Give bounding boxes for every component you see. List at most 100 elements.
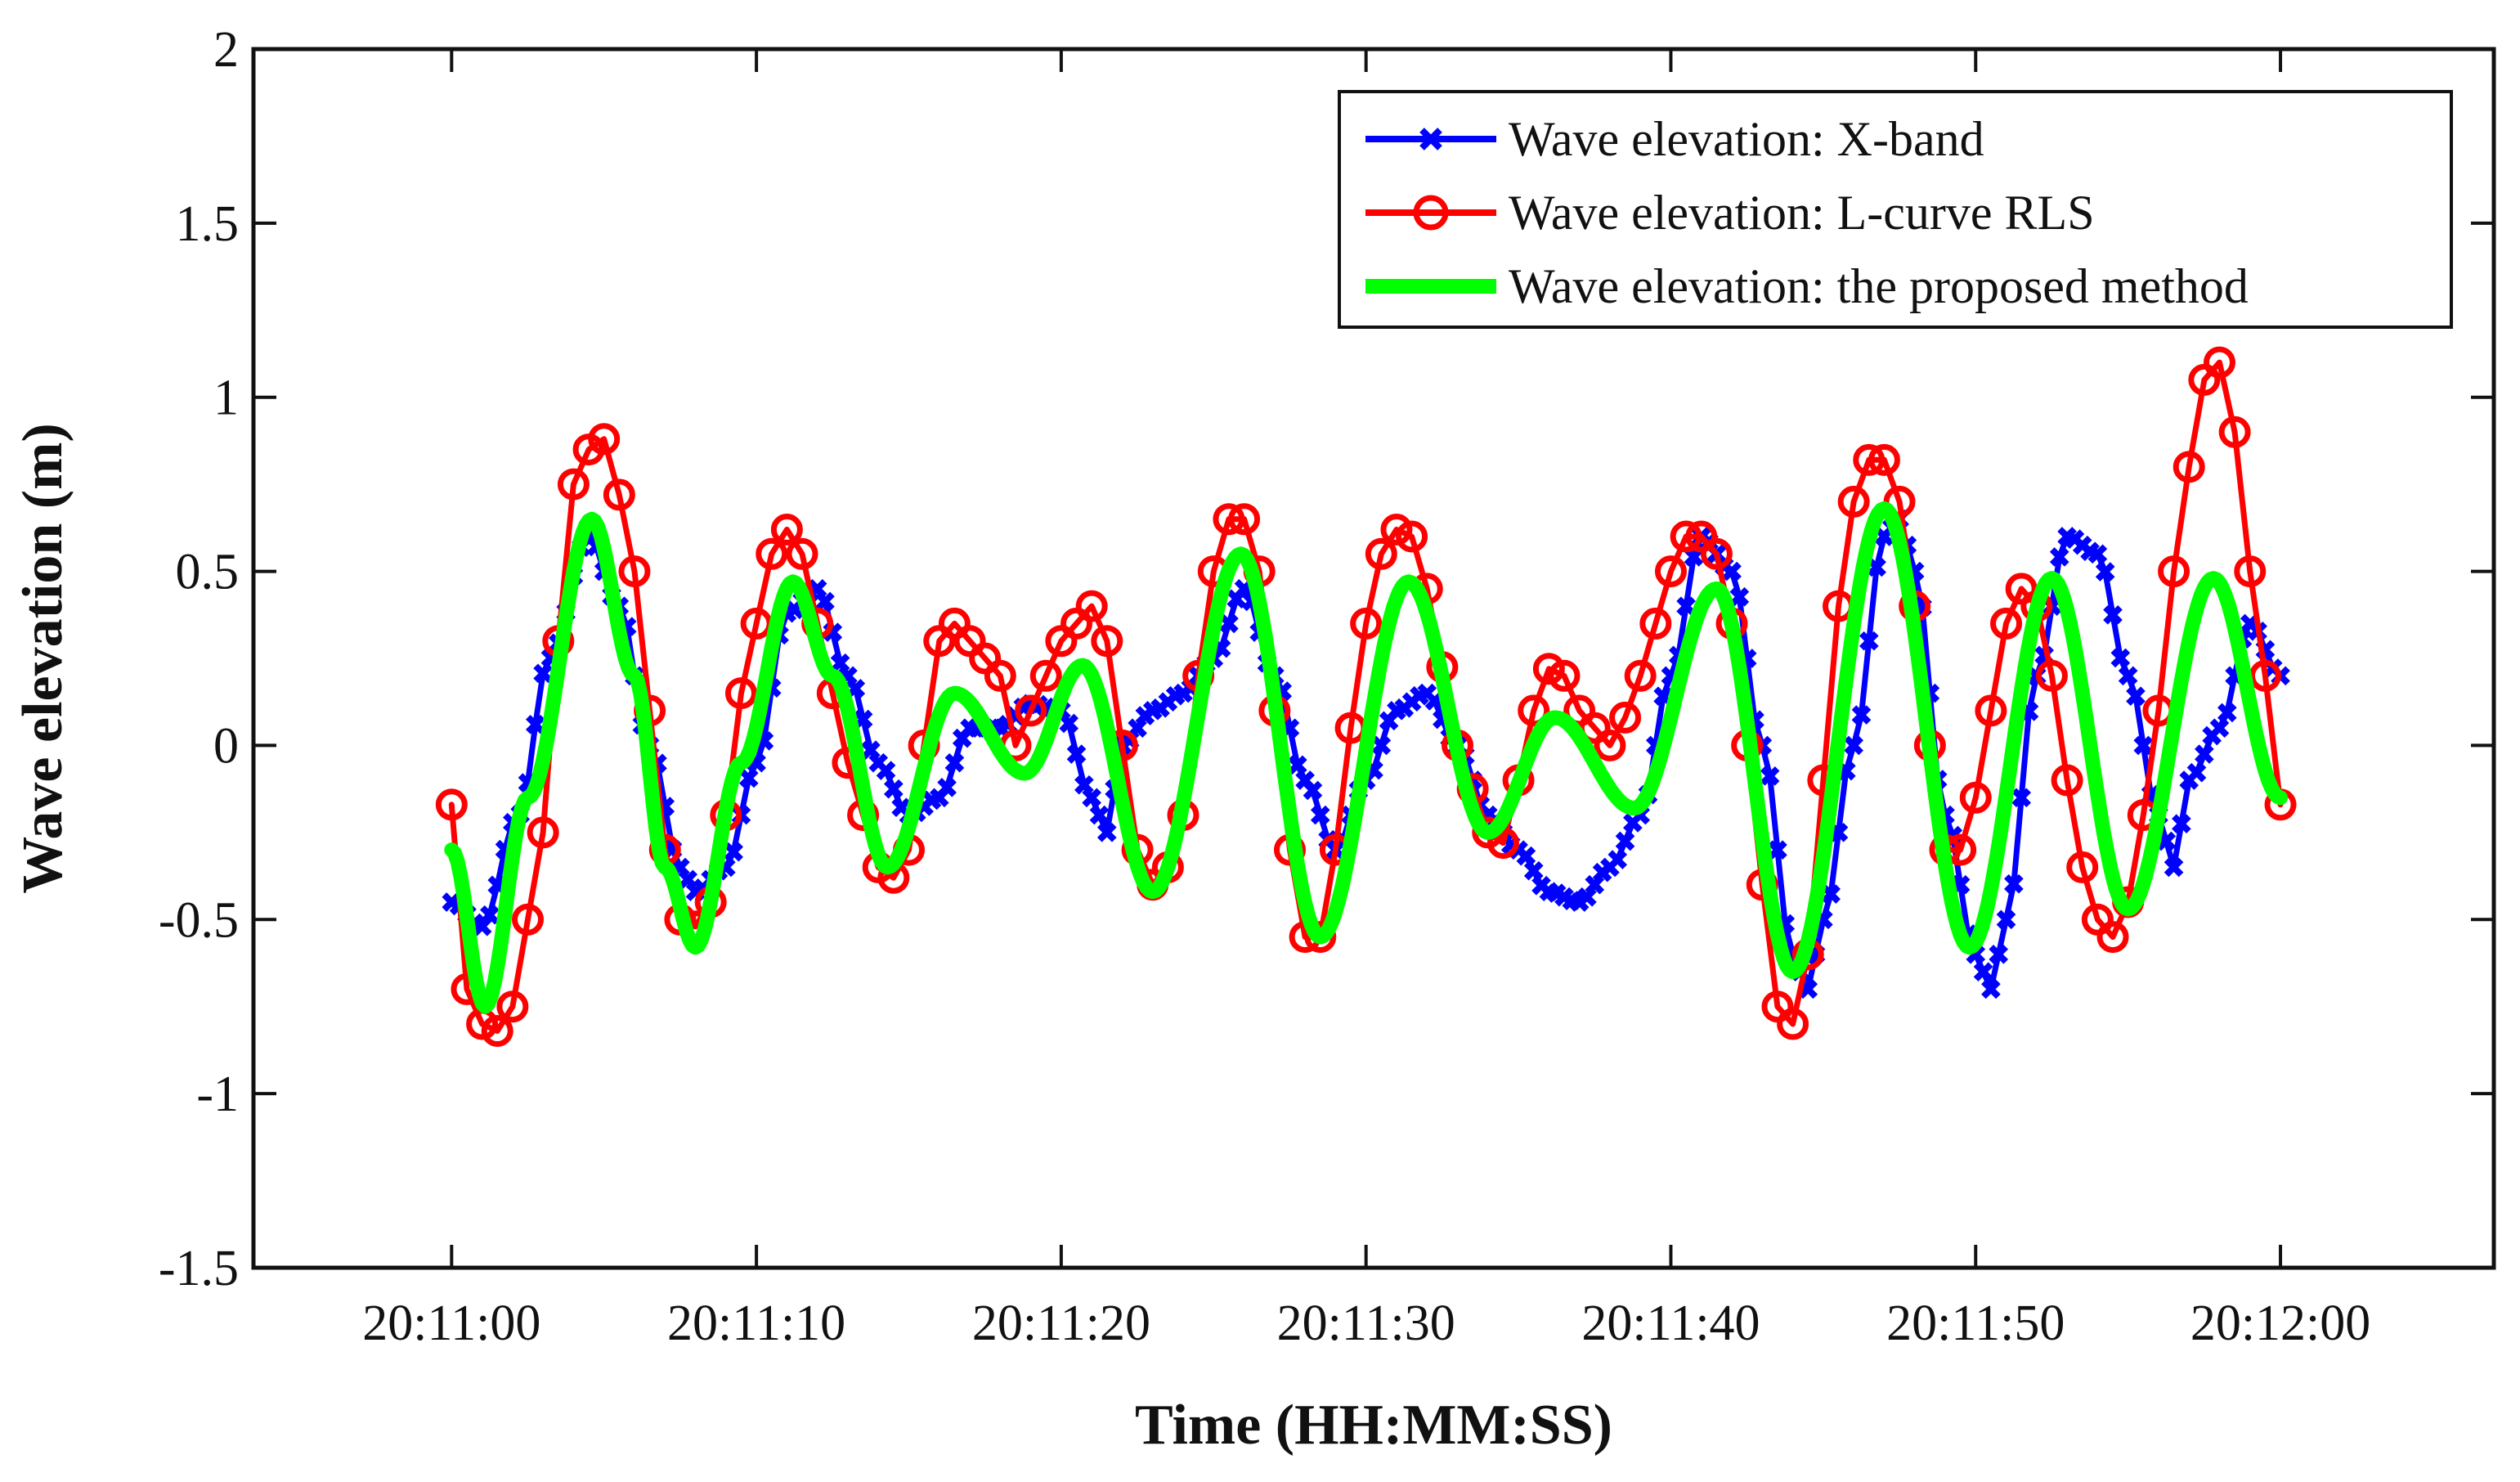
l-curve-rls-marker — [1091, 625, 1123, 658]
x-band-marker — [1066, 744, 1087, 764]
l-curve-rls-marker — [1868, 443, 1900, 476]
x-band-marker — [2126, 686, 2146, 707]
x-band-marker — [861, 740, 881, 760]
x-band-marker — [2011, 788, 2032, 808]
x-band-marker — [2217, 703, 2237, 723]
l-curve-rls-marker — [1670, 520, 1702, 553]
x-band-marker — [724, 842, 743, 862]
x-band-marker — [2049, 547, 2069, 567]
x-tick-label: 20:11:00 — [362, 1296, 540, 1351]
x-tick-label: 20:11:20 — [972, 1296, 1150, 1351]
l-curve-rls-marker — [2172, 451, 2205, 483]
y-tick-label: 1.5 — [176, 196, 240, 252]
x-band-marker — [1973, 962, 1993, 981]
x-tick-label: 20:11:10 — [667, 1296, 845, 1351]
x-band-marker — [1310, 805, 1330, 825]
x-tick-label: 20:12:00 — [2190, 1296, 2370, 1351]
y-axis-title: Wave elevation (m) — [11, 423, 74, 893]
legend-label: Wave elevation: X-band — [1509, 112, 1984, 166]
l-curve-rls-marker — [1518, 694, 1550, 727]
l-curve-rls-marker — [984, 659, 1016, 692]
l-curve-rls-series-line — [448, 359, 2284, 1034]
l-curve-rls-marker — [1213, 503, 1245, 536]
legend-label: Wave elevation: L-curve RLS — [1509, 186, 2095, 240]
l-curve-rls-marker — [557, 468, 590, 501]
l-curve-rls-marker — [527, 816, 559, 849]
series-layer — [435, 346, 2297, 1048]
y-tick-label: 0 — [213, 718, 239, 774]
x-band-marker — [533, 663, 553, 684]
x-band-marker — [738, 768, 759, 788]
x-band-marker — [1585, 874, 1605, 895]
x-band-marker — [944, 752, 965, 773]
x-tick-label: 20:11:40 — [1581, 1296, 1760, 1351]
x-axis-title: Time (HH:MM:SS) — [1135, 1394, 1612, 1457]
l-curve-rls-marker — [1639, 607, 1672, 640]
x-band-marker — [1516, 846, 1536, 866]
l-curve-rls-marker — [1350, 607, 1383, 640]
l-curve-rls-marker — [1700, 537, 1733, 570]
x-band-marker — [2118, 666, 2138, 686]
l-curve-rls-marker — [1990, 607, 2023, 640]
l-curve-rls-marker — [786, 537, 818, 570]
x-band-marker — [2209, 718, 2230, 738]
l-curve-rls-marker — [1365, 537, 1397, 570]
y-tick-label: 1 — [213, 370, 239, 426]
l-curve-rls-marker — [2096, 921, 2129, 954]
l-curve-rls-marker — [1624, 659, 1657, 692]
legend-entries: Wave elevation: X-band Wave elevation: L-… — [1365, 112, 2249, 313]
x-band-marker — [884, 779, 904, 799]
x-band-marker — [2195, 744, 2214, 764]
l-curve-rls-marker — [1853, 443, 1886, 476]
l-curve-rls-marker — [1777, 1008, 1809, 1040]
l-curve-rls-marker — [1594, 729, 1626, 761]
l-curve-rls-marker — [1228, 503, 1261, 536]
l-curve-rls-marker — [2035, 659, 2068, 692]
l-curve-rls-marker — [618, 555, 651, 588]
x-band-marker — [1821, 884, 1841, 904]
x-band-marker — [1722, 561, 1742, 582]
l-curve-rls-marker — [1837, 485, 1870, 518]
l-curve-rls-marker — [1959, 781, 1992, 814]
x-band-marker — [2095, 562, 2115, 582]
l-curve-rls-marker — [2051, 764, 2083, 797]
x-band-marker — [2087, 544, 2108, 564]
l-curve-rls-marker — [756, 537, 788, 570]
legend: Wave elevation: X-band Wave elevation: L-… — [1338, 90, 2453, 329]
y-tick-label: -0.5 — [159, 892, 239, 948]
l-curve-rls-marker — [1532, 653, 1565, 685]
x-band-marker — [480, 905, 500, 925]
x-band-marker — [876, 761, 896, 780]
l-curve-rls-marker — [603, 478, 635, 511]
x-band-marker — [830, 653, 850, 673]
x-band-marker — [1219, 613, 1239, 634]
legend-entry: Wave elevation: the proposed method — [1365, 259, 2249, 313]
x-band-marker — [1608, 850, 1628, 869]
l-curve-rls-marker — [1029, 659, 1062, 692]
x-band-marker — [1523, 860, 1544, 881]
x-band-marker — [1074, 775, 1094, 795]
x-band-marker — [1729, 586, 1750, 607]
y-tick-label: 2 — [213, 22, 239, 78]
x-band-marker — [2110, 648, 2131, 668]
l-curve-rls-marker — [1380, 513, 1413, 546]
l-curve-rls-marker — [1075, 590, 1108, 622]
x-band-marker — [1371, 735, 1392, 756]
l-curve-rls-marker — [1548, 659, 1581, 692]
l-curve-rls-marker — [2066, 851, 2099, 883]
x-band-marker — [1615, 831, 1635, 851]
x-band-marker — [1676, 596, 1696, 616]
x-band-marker — [1082, 788, 1101, 808]
x-band-marker — [1768, 840, 1787, 860]
l-curve-rls-marker — [2203, 346, 2235, 379]
x-band-marker — [2103, 604, 2123, 625]
x-band-marker — [1089, 805, 1110, 825]
legend-label: Wave elevation: the proposed method — [1509, 259, 2249, 313]
x-band-marker — [1059, 713, 1079, 734]
x-band-marker — [1128, 718, 1147, 738]
x-band-marker — [2186, 762, 2207, 783]
x-band-marker — [1867, 557, 1886, 577]
legend-entry: Wave elevation: L-curve RLS — [1365, 186, 2095, 240]
x-band-marker — [1419, 128, 1442, 150]
